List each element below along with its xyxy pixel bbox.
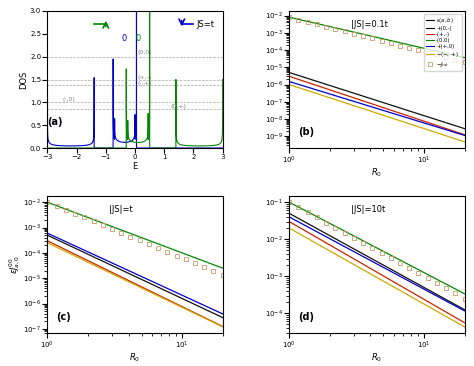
Text: (-,+): (-,+)	[137, 81, 152, 86]
Text: (-,0): (-,0)	[62, 97, 75, 102]
Text: (b): (b)	[298, 127, 314, 137]
Text: (c): (c)	[56, 312, 71, 322]
X-axis label: $R_0$: $R_0$	[129, 352, 141, 365]
Text: (d): (d)	[298, 312, 314, 322]
Text: (0,+): (0,+)	[170, 104, 186, 109]
X-axis label: $R_0$: $R_0$	[371, 352, 383, 365]
X-axis label: $R_0$: $R_0$	[371, 167, 383, 179]
Text: 0: 0	[136, 34, 141, 43]
Legend: $\varepsilon(a,b)$, +(0,-), -(+,-), -(0,0), +(+,0), $-(-,+)$, $-J_{tot}$: $\varepsilon(a,b)$, +(0,-), -(+,-), -(0,…	[424, 14, 462, 71]
Y-axis label: $\varepsilon J^{00}_{a,0}$: $\varepsilon J^{00}_{a,0}$	[7, 255, 22, 274]
Text: 0: 0	[121, 34, 127, 43]
X-axis label: E: E	[132, 162, 137, 171]
Text: (a): (a)	[47, 117, 63, 127]
Text: |JS|=t: |JS|=t	[109, 205, 133, 214]
Text: |JS|=10t: |JS|=10t	[351, 205, 385, 214]
Y-axis label: DOS: DOS	[19, 70, 28, 89]
Text: (0,0): (0,0)	[137, 51, 152, 55]
Text: (+,-): (+,-)	[137, 75, 152, 79]
Text: JS=t: JS=t	[196, 20, 214, 29]
Text: |JS|=0.1t: |JS|=0.1t	[351, 20, 387, 29]
